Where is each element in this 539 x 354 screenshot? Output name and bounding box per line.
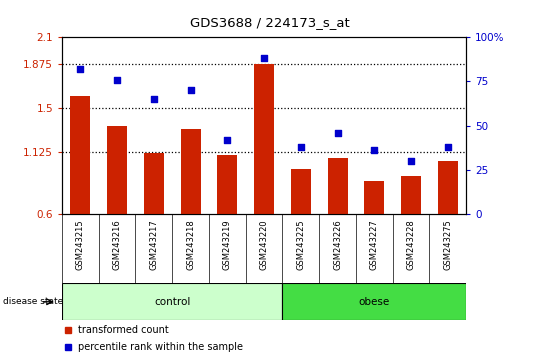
Text: disease state: disease state	[3, 297, 63, 306]
Text: GSM243216: GSM243216	[113, 220, 122, 270]
Text: GSM243226: GSM243226	[333, 220, 342, 270]
Bar	[217, 155, 238, 214]
Point	[260, 56, 268, 61]
Bar	[291, 169, 311, 214]
Point	[296, 144, 305, 150]
Text: GSM243227: GSM243227	[370, 220, 379, 270]
FancyBboxPatch shape	[282, 283, 466, 320]
FancyBboxPatch shape	[62, 283, 282, 320]
Bar	[144, 153, 164, 214]
Text: GSM243275: GSM243275	[444, 220, 452, 270]
Text: GSM243215: GSM243215	[76, 220, 85, 270]
Text: control: control	[154, 297, 190, 307]
Bar	[181, 129, 201, 214]
Point	[370, 148, 379, 153]
Bar	[70, 96, 91, 214]
Bar	[328, 158, 348, 214]
Bar	[438, 161, 458, 214]
Bar	[364, 181, 384, 214]
Point	[333, 130, 342, 136]
Text: GDS3688 / 224173_s_at: GDS3688 / 224173_s_at	[190, 16, 349, 29]
Point	[76, 66, 85, 72]
Point	[186, 87, 195, 93]
Point	[223, 137, 232, 143]
Text: obese: obese	[359, 297, 390, 307]
Text: GSM243220: GSM243220	[260, 220, 268, 270]
Text: percentile rank within the sample: percentile rank within the sample	[78, 342, 243, 352]
Bar	[254, 64, 274, 214]
Text: transformed count: transformed count	[78, 325, 169, 335]
Text: GSM243228: GSM243228	[406, 220, 416, 270]
Point	[149, 96, 158, 102]
Text: GSM243217: GSM243217	[149, 220, 158, 270]
Point	[407, 158, 416, 164]
Text: GSM243219: GSM243219	[223, 220, 232, 270]
Point	[444, 144, 452, 150]
Point	[113, 77, 121, 82]
Bar	[401, 176, 421, 214]
Bar	[107, 126, 127, 214]
Text: GSM243225: GSM243225	[296, 220, 306, 270]
Text: GSM243218: GSM243218	[186, 220, 195, 270]
